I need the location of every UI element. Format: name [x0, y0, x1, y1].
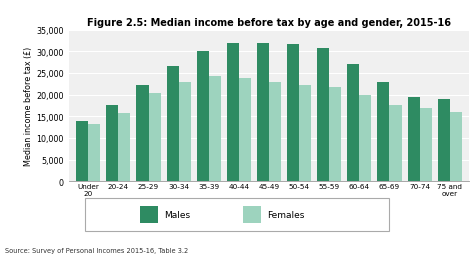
Bar — [377, 83, 390, 182]
Bar — [390, 105, 401, 182]
Bar — [88, 125, 100, 182]
Bar — [179, 83, 191, 182]
Bar — [419, 109, 432, 182]
Bar — [209, 77, 221, 182]
Bar — [118, 113, 130, 182]
Bar — [76, 121, 88, 182]
Bar — [317, 49, 329, 182]
Bar — [359, 95, 372, 182]
Title: Figure 2.5: Median income before tax by age and gender, 2015-16: Figure 2.5: Median income before tax by … — [87, 18, 451, 28]
Bar — [239, 78, 251, 182]
Bar — [137, 86, 148, 182]
Bar — [438, 100, 450, 182]
Bar — [329, 88, 341, 182]
Bar — [299, 86, 311, 182]
Text: Females: Females — [267, 210, 305, 219]
Bar — [257, 43, 269, 182]
X-axis label: Age range: Age range — [246, 199, 292, 208]
Bar — [450, 113, 462, 182]
Bar — [347, 65, 359, 182]
Bar — [166, 67, 179, 182]
Bar — [408, 98, 419, 182]
Bar — [140, 206, 158, 223]
Text: Source: Survey of Personal Incomes 2015-16, Table 3.2: Source: Survey of Personal Incomes 2015-… — [5, 247, 188, 253]
Y-axis label: Median income before tax (£): Median income before tax (£) — [25, 47, 34, 165]
Bar — [106, 106, 118, 182]
Bar — [227, 44, 239, 182]
Bar — [287, 45, 299, 182]
Bar — [243, 206, 261, 223]
Bar — [148, 93, 161, 182]
Bar — [197, 52, 209, 182]
Text: Males: Males — [164, 210, 191, 219]
Bar — [269, 83, 281, 182]
